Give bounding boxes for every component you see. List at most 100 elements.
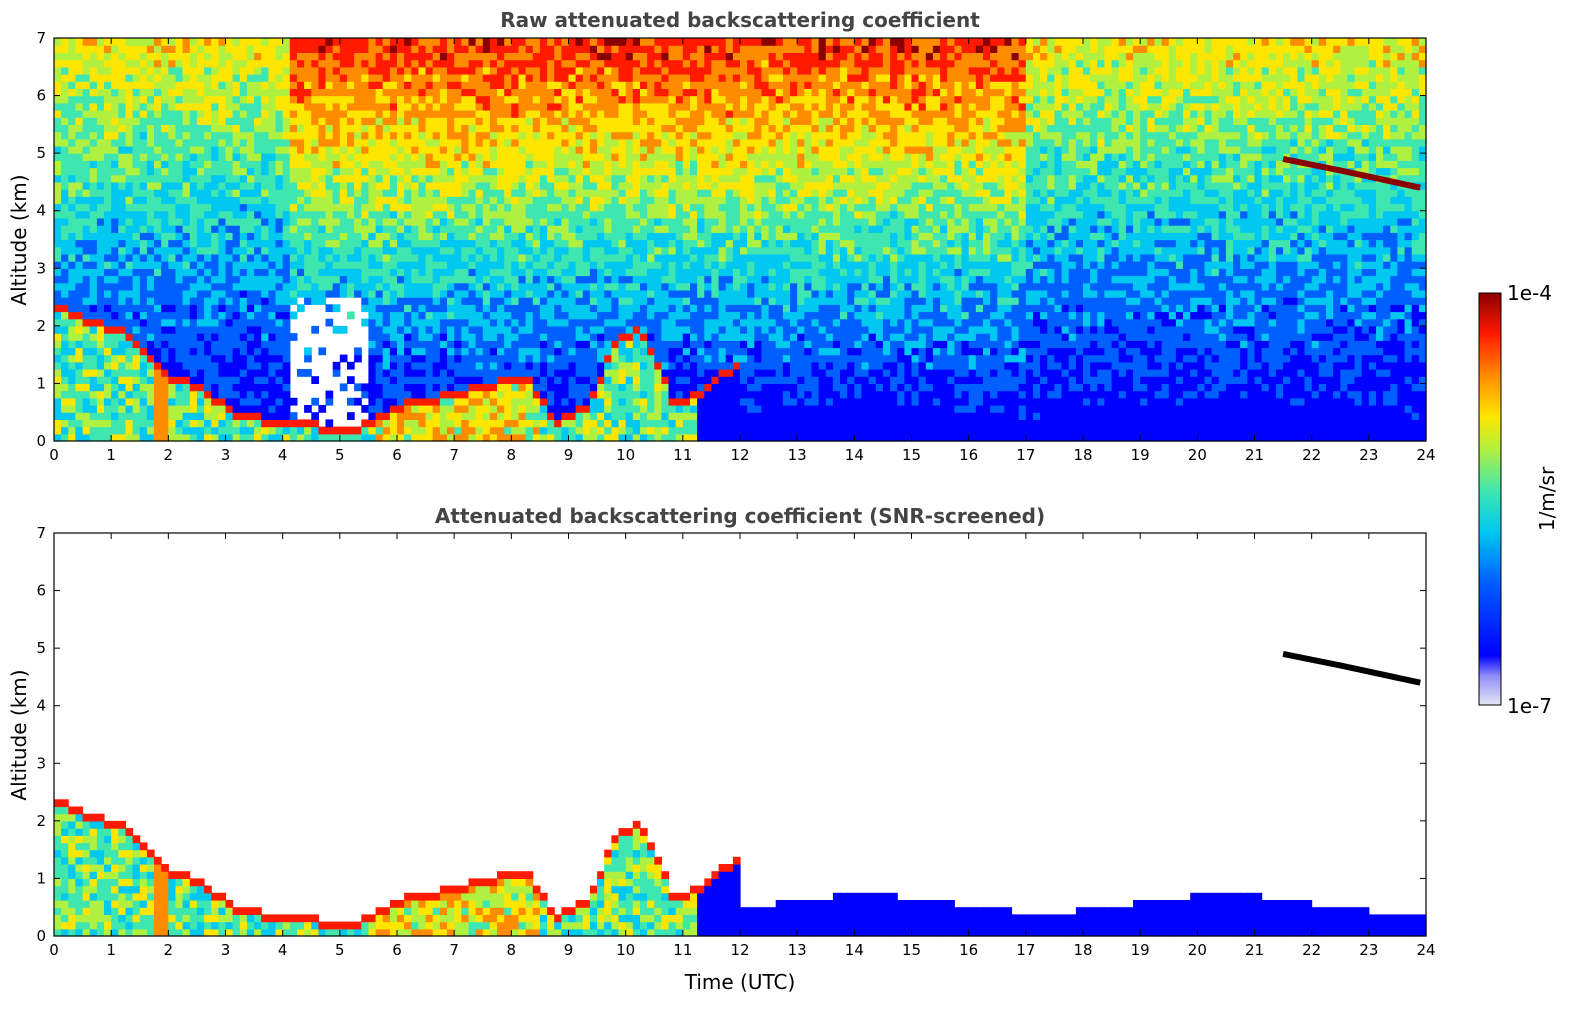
heat-cell <box>439 304 448 313</box>
heat-cell <box>261 81 269 89</box>
heat-cell <box>604 102 612 111</box>
heat-cell <box>640 131 648 140</box>
heat-cell <box>375 196 384 205</box>
heat-cell <box>675 95 684 104</box>
heat-cell <box>282 361 291 370</box>
heat-cell <box>75 131 84 140</box>
heat-cell <box>204 261 212 269</box>
heat-cell <box>282 145 291 154</box>
heat-cell <box>554 239 562 248</box>
heat-cell <box>118 66 126 75</box>
heat-cell <box>425 325 434 334</box>
heat-cell <box>632 102 641 111</box>
heat-cell <box>54 412 62 420</box>
heat-cell <box>504 110 512 118</box>
heat-cell <box>654 239 662 248</box>
heat-cell <box>375 153 384 161</box>
heat-cell <box>382 253 391 262</box>
heat-cell <box>511 369 519 377</box>
heat-cell <box>525 131 534 140</box>
heat-cell <box>404 405 412 413</box>
heat-cell <box>332 246 341 255</box>
heat-cell <box>418 297 427 305</box>
heat-cell <box>139 110 148 118</box>
heat-cell <box>404 167 412 176</box>
heat-cell <box>118 340 126 349</box>
heat-cell <box>325 189 334 197</box>
heat-cell <box>361 88 369 97</box>
heat-cell <box>282 225 291 233</box>
heat-cell <box>111 38 119 46</box>
heat-cell <box>518 196 527 205</box>
heat-cell <box>182 304 191 313</box>
heat-cell <box>382 246 391 255</box>
heat-cell <box>468 318 477 327</box>
heat-cell <box>447 311 455 320</box>
heat-cell <box>597 325 605 334</box>
heat-cell <box>182 297 191 305</box>
heat-cell <box>211 102 219 111</box>
heat-cell <box>146 354 155 363</box>
heat-cell <box>704 369 712 377</box>
heat-cell <box>654 347 662 356</box>
heat-cell <box>482 59 491 68</box>
heat-cell <box>246 117 255 125</box>
heat-cell <box>568 74 577 82</box>
heat-cell <box>225 433 234 442</box>
heat-cell <box>297 52 305 61</box>
heat-cell <box>454 81 462 89</box>
heat-cell <box>625 347 634 356</box>
heat-cell <box>668 426 677 435</box>
heat-cell <box>697 102 705 111</box>
heat-cell <box>225 66 234 75</box>
heat-cell <box>682 102 691 111</box>
heat-cell <box>304 203 312 212</box>
heat-cell <box>375 38 384 46</box>
heat-cell <box>489 153 498 161</box>
heat-cell <box>382 333 391 341</box>
heat-cell <box>111 325 119 334</box>
heat-cell <box>146 383 155 392</box>
heat-cell <box>532 38 541 46</box>
heat-cell <box>68 225 76 233</box>
heat-cell <box>339 181 348 190</box>
heat-cell <box>304 405 312 413</box>
heat-cell <box>618 340 627 349</box>
heat-cell <box>497 383 505 392</box>
heat-cell <box>539 361 548 370</box>
heat-cell <box>439 369 448 377</box>
heat-cell <box>182 110 191 118</box>
heat-cell <box>404 383 412 392</box>
heat-cell <box>411 419 419 428</box>
heat-cell <box>632 210 641 219</box>
heat-cell <box>211 217 219 226</box>
heat-cell <box>132 340 141 349</box>
heat-cell <box>461 383 469 392</box>
heat-cell <box>632 333 641 341</box>
heat-cell <box>89 419 98 428</box>
heat-cell <box>168 239 176 248</box>
heat-cell <box>104 426 112 435</box>
heat-cell <box>647 45 655 53</box>
heat-cell <box>68 145 76 154</box>
heat-cell <box>604 74 612 82</box>
heat-cell <box>204 189 212 197</box>
heat-cell <box>254 397 262 406</box>
heat-cell <box>54 369 62 377</box>
heat-cell <box>261 239 269 248</box>
heat-cell <box>75 340 84 349</box>
heat-cell <box>539 419 548 428</box>
heat-cell <box>518 253 527 262</box>
heat-cell <box>575 275 584 284</box>
heat-cell <box>118 88 126 97</box>
heat-cell <box>104 232 112 241</box>
heat-cell <box>511 325 519 334</box>
heat-cell <box>554 275 562 284</box>
heat-cell <box>532 246 541 255</box>
heat-cell <box>368 59 377 68</box>
heat-cell <box>375 66 384 75</box>
heat-cell <box>611 174 620 183</box>
heat-cell <box>547 160 555 169</box>
heat-cell <box>461 390 469 399</box>
heat-cell <box>504 311 512 320</box>
